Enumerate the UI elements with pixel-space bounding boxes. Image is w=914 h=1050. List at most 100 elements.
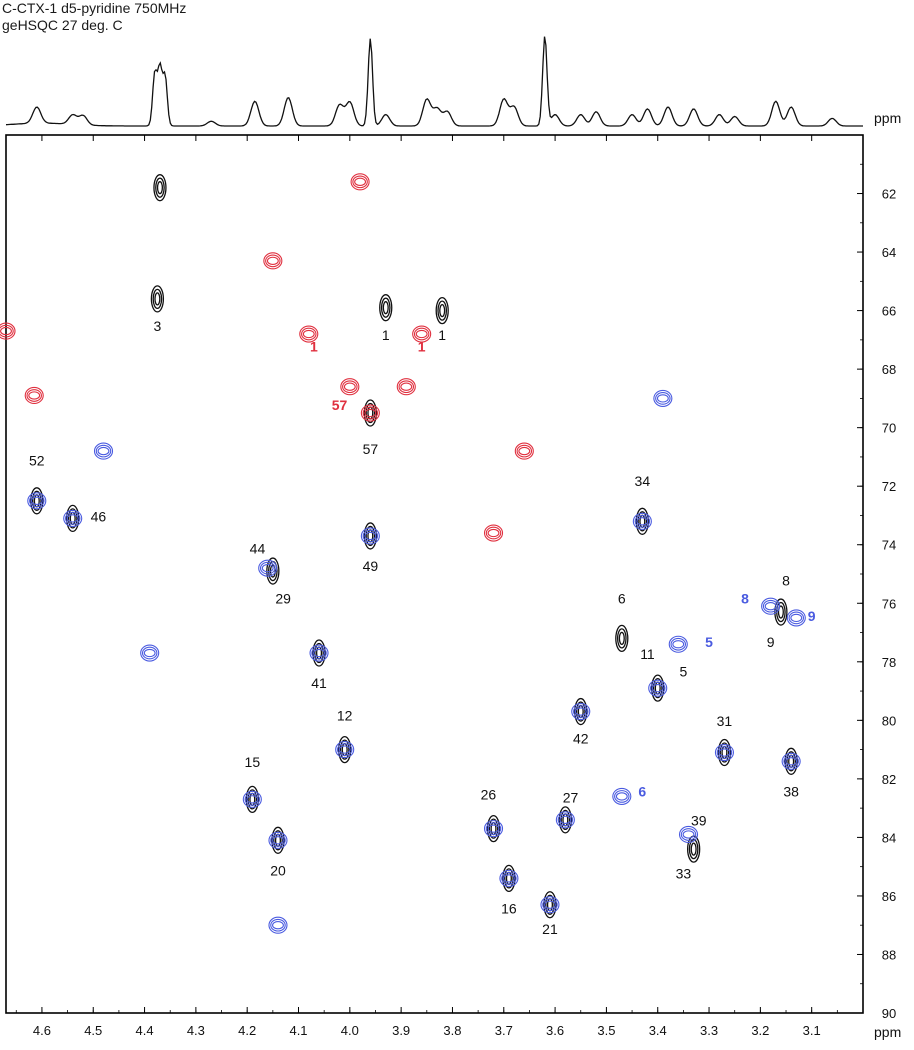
black-contour-peak	[784, 747, 798, 775]
blue-contour-ring	[783, 754, 799, 768]
x-axis-label: ppm	[874, 1024, 901, 1040]
blue-contour-ring	[653, 389, 673, 407]
blue-contour-ring	[612, 787, 632, 805]
blue-contour-ring	[788, 611, 805, 625]
blue-contour-ring	[718, 748, 731, 757]
blue-contour-ring	[544, 900, 556, 909]
black-contour-peak	[312, 639, 326, 667]
blue-contour-ring	[672, 640, 685, 649]
blue-contour-ring	[270, 918, 286, 932]
red-contour-ring	[364, 408, 377, 418]
blue-contour-peak	[268, 831, 288, 849]
blue-contour-ring	[680, 828, 697, 841]
peak-label: 16	[501, 900, 517, 916]
peak-label: 9	[808, 608, 816, 624]
red-contour-ring	[26, 389, 42, 402]
red-contour-ring	[24, 386, 44, 405]
red-contour-peak	[0, 322, 16, 340]
blue-contour-ring	[571, 703, 591, 721]
y-tick-label: 88	[882, 947, 896, 962]
blue-contour-peak	[335, 741, 355, 759]
blue-contour-peak	[648, 679, 668, 697]
red-contour-peak	[340, 378, 360, 396]
black-contour-ring	[33, 494, 40, 508]
peak-label: 1	[310, 339, 318, 355]
black-contour-ring	[247, 789, 258, 810]
black-contour-peak	[379, 294, 393, 322]
red-contour-ring	[299, 325, 319, 343]
red-contour-peak	[412, 325, 432, 343]
y-tick-label: 68	[882, 362, 896, 377]
black-contour-ring	[380, 297, 391, 318]
x-tick-label: 3.4	[649, 1023, 667, 1038]
black-contour-ring	[382, 301, 389, 315]
blue-contour-ring	[270, 833, 286, 847]
y-tick-label: 72	[882, 479, 896, 494]
blue-contour-ring	[542, 898, 558, 912]
blue-contour-ring	[483, 820, 504, 838]
y-tick-label: 84	[882, 830, 896, 845]
blue-contour-ring	[259, 561, 276, 575]
blue-contour-ring	[501, 872, 517, 885]
red-contour-ring	[0, 326, 12, 336]
peak-label: 20	[270, 862, 286, 878]
y-tick-label: 62	[882, 187, 896, 202]
peak-label: 57	[332, 397, 348, 413]
projection-ppm-label: ppm	[874, 110, 901, 126]
blue-contour-peak	[761, 597, 781, 615]
black-contour-ring	[271, 826, 285, 854]
black-contour-peak	[153, 174, 167, 202]
x-tick-label: 3.7	[495, 1023, 513, 1038]
black-contour-peak	[615, 624, 629, 653]
peak-label: 3	[153, 318, 161, 334]
blue-contour-ring	[338, 745, 351, 754]
blue-contour-peak	[242, 790, 262, 808]
blue-contour-ring	[97, 446, 110, 456]
blue-contour-ring	[649, 681, 666, 695]
peak-label: 15	[245, 754, 261, 770]
black-contour-ring	[558, 806, 573, 834]
red-contour-ring	[343, 382, 356, 391]
black-contour-ring	[777, 605, 784, 619]
plot-area-frame	[5, 134, 864, 1014]
blue-contour-ring	[268, 831, 288, 849]
proton-projection-trace	[5, 36, 863, 127]
blue-contour-ring	[360, 527, 380, 545]
blue-contour-ring	[268, 916, 288, 934]
black-contour-ring	[249, 792, 256, 807]
blue-contour-ring	[487, 824, 500, 833]
black-contour-ring	[721, 745, 728, 760]
blue-contour-ring	[258, 559, 278, 577]
blue-contour-ring	[762, 599, 779, 613]
red-contour-peak	[483, 524, 504, 542]
blue-contour-ring	[336, 743, 353, 756]
peak-label: 8	[782, 573, 790, 589]
blue-contour-ring	[272, 921, 284, 930]
blue-contour-ring	[636, 517, 649, 526]
contour-peaks	[0, 173, 806, 934]
black-contour-ring	[69, 511, 76, 526]
black-contour-ring	[502, 864, 516, 893]
blue-contour-ring	[761, 597, 781, 615]
black-contour-peak	[271, 826, 285, 854]
black-contour-ring	[637, 511, 648, 532]
red-contour-ring	[413, 327, 430, 341]
blue-contour-ring	[309, 644, 329, 662]
x-tick-label: 4.5	[84, 1023, 102, 1038]
peak-label: 38	[783, 783, 799, 799]
black-contour-ring	[363, 522, 378, 550]
blue-contour-ring	[614, 790, 630, 803]
peak-label: 57	[363, 441, 379, 457]
blue-contour-ring	[678, 825, 699, 844]
red-contour-ring	[354, 177, 367, 186]
blue-contour-ring	[682, 830, 695, 839]
blue-contour-ring	[764, 602, 777, 611]
peak-label: 9	[767, 634, 775, 650]
blue-contour-ring	[244, 793, 261, 806]
blue-contour-peak	[140, 644, 160, 662]
black-contour-ring	[562, 813, 569, 827]
black-contour-ring	[67, 508, 78, 529]
peak-label: 8	[741, 590, 749, 606]
blue-contour-peak	[786, 609, 806, 627]
